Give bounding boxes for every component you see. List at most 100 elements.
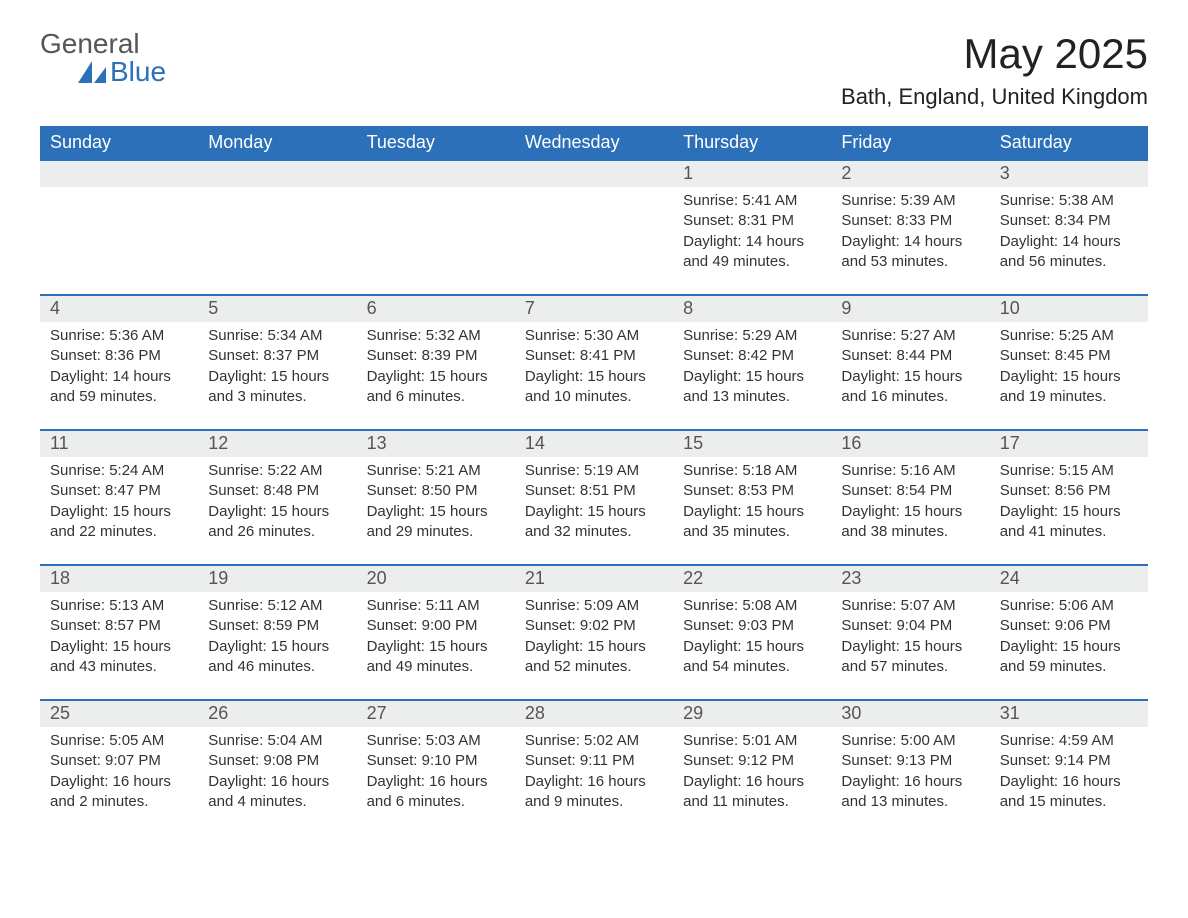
sunset-text: Sunset: 9:08 PM xyxy=(208,751,346,771)
sunrise-text: Sunrise: 5:22 AM xyxy=(208,461,346,481)
sunset-text: Sunset: 8:47 PM xyxy=(50,481,188,501)
day-cell xyxy=(515,160,673,295)
sunrise-text: Sunrise: 5:02 AM xyxy=(525,731,663,751)
dow-thursday: Thursday xyxy=(673,126,831,160)
day-body xyxy=(40,187,198,283)
daylight-text: Daylight: 16 hours and 9 minutes. xyxy=(525,772,663,813)
header: General Blue May 2025 Bath, England, Uni… xyxy=(40,30,1148,110)
day-body: Sunrise: 5:09 AMSunset: 9:02 PMDaylight:… xyxy=(515,592,673,699)
daylight-text: Daylight: 15 hours and 57 minutes. xyxy=(841,637,979,678)
sunrise-text: Sunrise: 5:29 AM xyxy=(683,326,821,346)
day-number xyxy=(357,161,515,187)
sunrise-text: Sunrise: 5:30 AM xyxy=(525,326,663,346)
day-cell: 11Sunrise: 5:24 AMSunset: 8:47 PMDayligh… xyxy=(40,430,198,565)
sunset-text: Sunset: 8:51 PM xyxy=(525,481,663,501)
day-body: Sunrise: 5:34 AMSunset: 8:37 PMDaylight:… xyxy=(198,322,356,429)
day-cell: 28Sunrise: 5:02 AMSunset: 9:11 PMDayligh… xyxy=(515,700,673,834)
day-body xyxy=(198,187,356,283)
sunrise-text: Sunrise: 5:39 AM xyxy=(841,191,979,211)
sunrise-text: Sunrise: 5:05 AM xyxy=(50,731,188,751)
sunrise-text: Sunrise: 5:08 AM xyxy=(683,596,821,616)
day-body: Sunrise: 5:30 AMSunset: 8:41 PMDaylight:… xyxy=(515,322,673,429)
day-number: 10 xyxy=(990,296,1148,322)
day-cell: 9Sunrise: 5:27 AMSunset: 8:44 PMDaylight… xyxy=(831,295,989,430)
day-cell: 6Sunrise: 5:32 AMSunset: 8:39 PMDaylight… xyxy=(357,295,515,430)
sunrise-text: Sunrise: 5:24 AM xyxy=(50,461,188,481)
sunrise-text: Sunrise: 5:03 AM xyxy=(367,731,505,751)
sunset-text: Sunset: 8:34 PM xyxy=(1000,211,1138,231)
sunrise-text: Sunrise: 5:32 AM xyxy=(367,326,505,346)
day-body xyxy=(515,187,673,283)
sunset-text: Sunset: 9:12 PM xyxy=(683,751,821,771)
sunrise-text: Sunrise: 5:16 AM xyxy=(841,461,979,481)
daylight-text: Daylight: 15 hours and 3 minutes. xyxy=(208,367,346,408)
daylight-text: Daylight: 16 hours and 2 minutes. xyxy=(50,772,188,813)
daylight-text: Daylight: 15 hours and 10 minutes. xyxy=(525,367,663,408)
day-body: Sunrise: 5:08 AMSunset: 9:03 PMDaylight:… xyxy=(673,592,831,699)
page-title: May 2025 xyxy=(841,30,1148,78)
day-body: Sunrise: 5:36 AMSunset: 8:36 PMDaylight:… xyxy=(40,322,198,429)
day-body xyxy=(357,187,515,283)
sunset-text: Sunset: 8:33 PM xyxy=(841,211,979,231)
sunrise-text: Sunrise: 5:34 AM xyxy=(208,326,346,346)
day-number: 24 xyxy=(990,566,1148,592)
day-number: 18 xyxy=(40,566,198,592)
sunset-text: Sunset: 8:41 PM xyxy=(525,346,663,366)
sunrise-text: Sunrise: 5:41 AM xyxy=(683,191,821,211)
day-body: Sunrise: 5:03 AMSunset: 9:10 PMDaylight:… xyxy=(357,727,515,834)
sunrise-text: Sunrise: 5:25 AM xyxy=(1000,326,1138,346)
sunrise-text: Sunrise: 5:15 AM xyxy=(1000,461,1138,481)
day-number: 29 xyxy=(673,701,831,727)
daylight-text: Daylight: 15 hours and 19 minutes. xyxy=(1000,367,1138,408)
day-number: 13 xyxy=(357,431,515,457)
day-number: 17 xyxy=(990,431,1148,457)
daylight-text: Daylight: 14 hours and 56 minutes. xyxy=(1000,232,1138,273)
day-cell: 17Sunrise: 5:15 AMSunset: 8:56 PMDayligh… xyxy=(990,430,1148,565)
daylight-text: Daylight: 16 hours and 15 minutes. xyxy=(1000,772,1138,813)
day-body: Sunrise: 5:01 AMSunset: 9:12 PMDaylight:… xyxy=(673,727,831,834)
sunrise-text: Sunrise: 5:01 AM xyxy=(683,731,821,751)
day-cell: 30Sunrise: 5:00 AMSunset: 9:13 PMDayligh… xyxy=(831,700,989,834)
day-number: 16 xyxy=(831,431,989,457)
sunrise-text: Sunrise: 5:18 AM xyxy=(683,461,821,481)
day-body: Sunrise: 5:22 AMSunset: 8:48 PMDaylight:… xyxy=(198,457,356,564)
day-cell: 20Sunrise: 5:11 AMSunset: 9:00 PMDayligh… xyxy=(357,565,515,700)
day-cell: 10Sunrise: 5:25 AMSunset: 8:45 PMDayligh… xyxy=(990,295,1148,430)
day-cell: 27Sunrise: 5:03 AMSunset: 9:10 PMDayligh… xyxy=(357,700,515,834)
dow-friday: Friday xyxy=(831,126,989,160)
day-number: 30 xyxy=(831,701,989,727)
daylight-text: Daylight: 16 hours and 4 minutes. xyxy=(208,772,346,813)
day-cell: 12Sunrise: 5:22 AMSunset: 8:48 PMDayligh… xyxy=(198,430,356,565)
day-number: 25 xyxy=(40,701,198,727)
day-number: 15 xyxy=(673,431,831,457)
day-number: 7 xyxy=(515,296,673,322)
day-cell: 13Sunrise: 5:21 AMSunset: 8:50 PMDayligh… xyxy=(357,430,515,565)
daylight-text: Daylight: 15 hours and 29 minutes. xyxy=(367,502,505,543)
brand-blue: Blue xyxy=(110,58,166,86)
sunrise-text: Sunrise: 5:27 AM xyxy=(841,326,979,346)
day-number: 12 xyxy=(198,431,356,457)
day-body: Sunrise: 5:05 AMSunset: 9:07 PMDaylight:… xyxy=(40,727,198,834)
sunset-text: Sunset: 9:06 PM xyxy=(1000,616,1138,636)
location-text: Bath, England, United Kingdom xyxy=(841,84,1148,110)
day-body: Sunrise: 5:16 AMSunset: 8:54 PMDaylight:… xyxy=(831,457,989,564)
day-body: Sunrise: 5:06 AMSunset: 9:06 PMDaylight:… xyxy=(990,592,1148,699)
sunset-text: Sunset: 8:39 PM xyxy=(367,346,505,366)
sunrise-text: Sunrise: 5:21 AM xyxy=(367,461,505,481)
day-number: 9 xyxy=(831,296,989,322)
sunset-text: Sunset: 9:14 PM xyxy=(1000,751,1138,771)
sunrise-text: Sunrise: 5:38 AM xyxy=(1000,191,1138,211)
day-body: Sunrise: 5:15 AMSunset: 8:56 PMDaylight:… xyxy=(990,457,1148,564)
sunrise-text: Sunrise: 5:04 AM xyxy=(208,731,346,751)
day-number: 23 xyxy=(831,566,989,592)
week-row: 4Sunrise: 5:36 AMSunset: 8:36 PMDaylight… xyxy=(40,295,1148,430)
day-number: 6 xyxy=(357,296,515,322)
sunset-text: Sunset: 8:44 PM xyxy=(841,346,979,366)
week-row: 18Sunrise: 5:13 AMSunset: 8:57 PMDayligh… xyxy=(40,565,1148,700)
day-body: Sunrise: 5:12 AMSunset: 8:59 PMDaylight:… xyxy=(198,592,356,699)
sunset-text: Sunset: 8:37 PM xyxy=(208,346,346,366)
daylight-text: Daylight: 15 hours and 43 minutes. xyxy=(50,637,188,678)
day-number xyxy=(515,161,673,187)
sunset-text: Sunset: 9:11 PM xyxy=(525,751,663,771)
sunset-text: Sunset: 9:10 PM xyxy=(367,751,505,771)
